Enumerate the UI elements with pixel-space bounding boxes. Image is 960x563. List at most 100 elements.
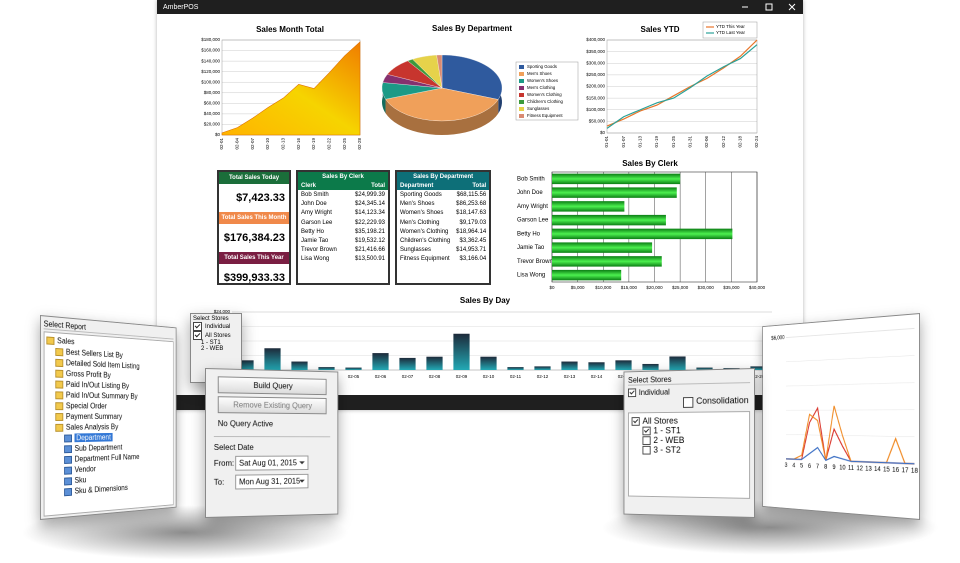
legend-swatch <box>519 79 524 83</box>
tree-item: All Stores <box>642 415 678 426</box>
checkbox[interactable] <box>642 426 651 436</box>
x-tick-label: 02-13 <box>281 138 286 150</box>
bar <box>552 214 666 226</box>
bar <box>453 333 470 370</box>
bar <box>561 361 578 370</box>
x-tick-label: $40,000 <box>749 285 766 290</box>
checkbox[interactable] <box>631 416 640 426</box>
bar <box>669 356 686 370</box>
y-tick-label: $200,000 <box>586 84 605 89</box>
chart-title: Sales By Day <box>460 296 511 305</box>
maximize-button[interactable] <box>765 3 773 11</box>
checkbox-label: Individual <box>205 324 231 331</box>
bar <box>264 348 281 370</box>
bar <box>480 356 497 370</box>
cell: Women's Clothing <box>400 228 449 235</box>
checkbox[interactable] <box>642 445 651 455</box>
remove-query-button[interactable]: Remove Existing Query <box>217 396 327 415</box>
tree-item: All Stores <box>205 333 231 340</box>
clerk-table: Sales By Clerk Clerk Total Bob Smith $24,9… <box>296 170 390 285</box>
y-tick-label: $60,000 <box>204 101 221 106</box>
total-value: $7,423.33 <box>236 192 285 204</box>
to-date[interactable]: Mon Aug 31, 2015 <box>235 473 309 490</box>
tree-label: Department Full Name <box>74 452 140 464</box>
cell: $18,147.63 <box>456 210 487 217</box>
x-tick-label: 02-11 <box>510 374 522 379</box>
line <box>606 44 758 129</box>
x-tick-label: 15 <box>883 466 890 474</box>
table-row: Trevor Brown $21,416.66 <box>298 246 388 255</box>
cell: Lisa Wong <box>301 256 330 263</box>
y-tick-label: $300,000 <box>586 60 605 65</box>
bar <box>552 228 733 240</box>
comparison-panel: $6,000 3 4 5 6 7 8 9 10 11 12 13 14 15 16 17 18 <box>762 313 920 520</box>
checkbox[interactable] <box>193 331 202 340</box>
tree-node[interactable]: Special Order <box>46 400 171 412</box>
x-tick-label: 02-12 <box>537 374 549 379</box>
comparison-chart: $6,000 3 4 5 6 7 8 9 10 11 12 13 14 15 16 17 18 <box>771 314 919 475</box>
select-date: Select Date <box>213 436 331 452</box>
area <box>221 41 361 136</box>
x-tick-label: 17 <box>901 467 909 475</box>
tree-label: Sales <box>57 336 75 347</box>
x-tick-label: 02-05 <box>348 374 360 379</box>
close-button[interactable] <box>788 3 796 11</box>
checkbox[interactable] <box>642 436 651 445</box>
cell: Women's Shoes <box>400 210 444 217</box>
from-date[interactable]: Sat Aug 01, 2015 <box>235 455 309 471</box>
build-query-button[interactable]: Build Query <box>217 376 327 396</box>
y-tick-label: $0 <box>215 132 221 137</box>
x-tick-label: 01-19 <box>654 136 659 148</box>
cell: John Doe <box>301 201 327 208</box>
bar <box>552 173 681 185</box>
legend-label: Women's Shoes <box>527 78 558 83</box>
from-label: From: <box>213 458 235 468</box>
query-status: No Query Active <box>217 419 274 429</box>
table-row: Sunglasses $14,953.71 <box>397 246 489 255</box>
grid-line <box>786 328 914 337</box>
table-row: John Doe $24,345.14 <box>298 200 388 209</box>
folder-icon <box>55 402 64 411</box>
x-tick-label: 02-19 <box>311 138 316 150</box>
bar <box>237 360 254 370</box>
table-row: Betty Ho $35,198.21 <box>298 227 388 236</box>
cell: Bob Smith <box>301 191 329 198</box>
legend-label: Men's Clothing <box>527 85 556 90</box>
cell: Fitness Equipment <box>400 256 450 263</box>
pie-slice-side <box>385 99 499 135</box>
bar <box>615 360 632 370</box>
bar <box>318 367 335 370</box>
chart-title: Sales By Clerk <box>622 159 678 168</box>
checkbox[interactable] <box>193 322 202 331</box>
cell: $68,115.56 <box>456 191 487 198</box>
tree-label: Gross Profit By <box>65 369 111 380</box>
table: Sales By Clerk Clerk Total Bob Smith $24,9… <box>298 172 388 264</box>
folder-icon <box>55 412 64 421</box>
bar <box>507 367 524 370</box>
legend-swatch <box>519 93 524 97</box>
cell: $22,229.93 <box>354 219 385 226</box>
report-tree: Sales Best Sellers List By Detailed Sold … <box>43 331 174 517</box>
cell: $14,953.71 <box>456 247 487 254</box>
x-tick-label: 01-25 <box>671 136 676 148</box>
x-tick-label: 02-08 <box>429 374 441 379</box>
y-tick-label: $6,000 <box>771 335 784 342</box>
bar <box>372 353 389 370</box>
tree-node[interactable]: Payment Summary <box>46 411 171 422</box>
legend-label: Sporting Goods <box>527 64 557 69</box>
pie-slice-side <box>382 82 386 114</box>
bar <box>552 201 625 212</box>
y-tick-label: $100,000 <box>586 107 605 112</box>
y-tick-label: Amy Wright <box>517 204 548 210</box>
bar <box>534 366 551 370</box>
cell: Sporting Goods <box>400 191 442 198</box>
checkbox[interactable] <box>628 388 637 398</box>
x-tick-label: 02-10 <box>483 374 495 379</box>
x-tick-label: 02-24 <box>754 136 759 148</box>
cell: $19,532.12 <box>354 237 385 244</box>
bar <box>399 357 416 370</box>
checkbox[interactable] <box>683 396 694 408</box>
x-tick-label: 7 <box>816 463 819 470</box>
tree-label: Paid In/Out Listing By <box>65 379 130 391</box>
cell: $21,416.66 <box>354 247 385 254</box>
